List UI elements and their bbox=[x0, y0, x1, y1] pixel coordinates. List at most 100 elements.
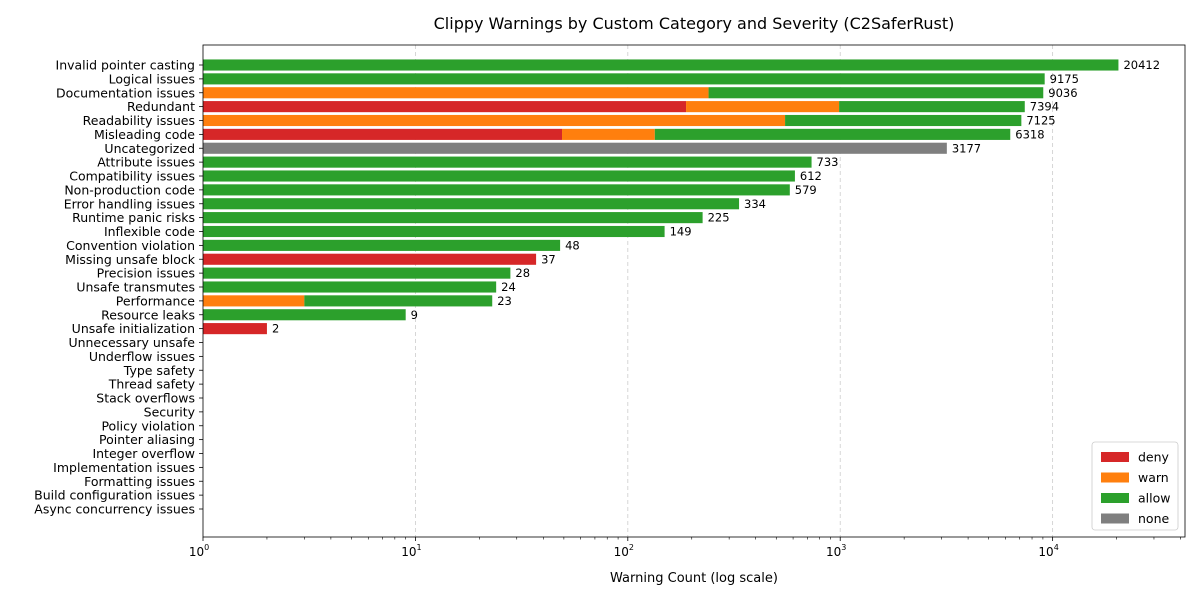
bar-allow bbox=[203, 59, 1119, 71]
legend-swatch-none bbox=[1101, 513, 1129, 524]
bar-total-label: 9036 bbox=[1048, 86, 1077, 100]
legend-label-none: none bbox=[1138, 511, 1169, 526]
y-tick-label: Resource leaks bbox=[101, 307, 195, 322]
x-tick-base: 10 bbox=[1038, 545, 1053, 559]
bar-deny bbox=[203, 323, 267, 335]
bar-allow bbox=[203, 281, 497, 293]
x-tick-base: 10 bbox=[614, 545, 629, 559]
x-tick-exponent: 2 bbox=[629, 543, 634, 552]
bar-none bbox=[203, 142, 947, 154]
y-tick-label: Policy violation bbox=[101, 418, 195, 433]
bars bbox=[203, 59, 1119, 335]
bar-total-label: 9175 bbox=[1050, 72, 1079, 86]
bar-allow bbox=[203, 170, 795, 182]
y-tick-label: Invalid pointer casting bbox=[56, 58, 195, 73]
bar-allow bbox=[203, 309, 406, 321]
x-tick-label: 101 bbox=[401, 543, 421, 559]
bar-total-label: 3177 bbox=[952, 141, 981, 155]
bar-total-label: 23 bbox=[497, 294, 512, 308]
bar-total-label: 149 bbox=[670, 225, 692, 239]
bar-allow bbox=[203, 184, 790, 196]
legend-swatch-allow bbox=[1101, 493, 1129, 503]
bar-total-label: 7394 bbox=[1030, 100, 1059, 114]
bar-total-label: 20412 bbox=[1123, 58, 1160, 72]
y-tick-label: Convention violation bbox=[66, 238, 195, 253]
bar-allow bbox=[304, 295, 493, 307]
bar-warn bbox=[203, 295, 305, 307]
y-tick-label: Misleading code bbox=[94, 127, 195, 142]
bar-total-label: 28 bbox=[515, 266, 530, 280]
y-tick-label: Unsafe transmutes bbox=[76, 280, 195, 295]
bar-warn bbox=[203, 87, 709, 99]
bar-allow bbox=[839, 101, 1025, 113]
bar-allow bbox=[203, 225, 665, 238]
y-tick-label: Performance bbox=[116, 293, 196, 308]
legend-swatch-deny bbox=[1101, 452, 1129, 462]
y-tick-label: Integer overflow bbox=[92, 446, 195, 461]
bar-total-label: 37 bbox=[541, 252, 556, 266]
y-tick-label: Documentation issues bbox=[56, 85, 195, 100]
x-tick-base: 10 bbox=[189, 545, 204, 559]
x-tick-label: 100 bbox=[189, 543, 209, 559]
y-tick-label: Redundant bbox=[127, 99, 195, 114]
bar-total-label: 2 bbox=[272, 322, 279, 336]
y-tick-label: Stack overflows bbox=[96, 391, 195, 406]
bar-allow bbox=[654, 128, 1011, 140]
x-tick-label: 102 bbox=[614, 543, 634, 559]
x-tick-exponent: 4 bbox=[1054, 543, 1059, 552]
y-tick-label: Readability issues bbox=[83, 113, 195, 128]
legend-swatch-warn bbox=[1101, 472, 1129, 483]
legend-box bbox=[1091, 441, 1179, 531]
bar-allow bbox=[203, 198, 740, 210]
x-tick-label: 104 bbox=[1038, 543, 1058, 559]
bar-allow bbox=[708, 87, 1044, 99]
y-tick-label: Compatibility issues bbox=[69, 169, 195, 184]
legend-label-warn: warn bbox=[1138, 470, 1169, 485]
bar-deny bbox=[203, 128, 563, 140]
y-tick-label: Logical issues bbox=[109, 71, 195, 86]
chart-title: Clippy Warnings by Custom Category and S… bbox=[434, 14, 955, 33]
bar-allow bbox=[203, 212, 703, 224]
bar-warn bbox=[203, 114, 786, 127]
y-tick-label: Uncategorized bbox=[104, 141, 195, 156]
bar-total-label: 733 bbox=[817, 155, 839, 169]
y-tick-label: Thread safety bbox=[108, 377, 196, 392]
bar-allow bbox=[785, 114, 1022, 127]
y-tick-label: Runtime panic risks bbox=[72, 210, 195, 225]
bar-total-label: 7125 bbox=[1026, 114, 1055, 128]
bar-warn bbox=[562, 128, 655, 140]
y-tick-label: Non-production code bbox=[64, 182, 195, 197]
bar-allow bbox=[203, 267, 511, 279]
bar-warn bbox=[686, 101, 840, 113]
y-tick-label: Underflow issues bbox=[89, 349, 195, 364]
legend-label-deny: deny bbox=[1138, 450, 1170, 465]
bar-total-label: 579 bbox=[795, 183, 817, 197]
bar-total-label: 612 bbox=[800, 169, 822, 183]
x-axis-label: Warning Count (log scale) bbox=[610, 571, 778, 586]
y-tick-label: Formatting issues bbox=[84, 474, 195, 489]
x-tick-base: 10 bbox=[401, 545, 416, 559]
y-tick-label: Error handling issues bbox=[64, 196, 195, 211]
bar-deny bbox=[203, 101, 687, 113]
y-tick-label: Pointer aliasing bbox=[99, 432, 195, 447]
bar-total-label: 48 bbox=[565, 238, 580, 252]
x-tick-labels: 100 101 102 103 104 bbox=[189, 537, 1181, 559]
y-tick-label: Async concurrency issues bbox=[34, 502, 195, 517]
y-tick-label: Inflexible code bbox=[104, 224, 195, 239]
bar-allow bbox=[203, 156, 812, 168]
y-tick-label: Unsafe initialization bbox=[72, 321, 195, 336]
plot-area-border bbox=[202, 44, 1186, 538]
bar-allow bbox=[203, 239, 561, 251]
x-tick-label: 103 bbox=[826, 543, 846, 559]
plot-frame bbox=[202, 44, 1186, 538]
y-tick-label: Attribute issues bbox=[97, 155, 195, 170]
legend-label-allow: allow bbox=[1138, 491, 1170, 506]
bar-total-label: 225 bbox=[708, 211, 730, 225]
bar-total-label: 24 bbox=[501, 280, 516, 294]
y-tick-label: Implementation issues bbox=[53, 460, 195, 475]
bar-total-label: 6318 bbox=[1015, 127, 1044, 141]
y-tick-label: Build configuration issues bbox=[34, 488, 195, 503]
